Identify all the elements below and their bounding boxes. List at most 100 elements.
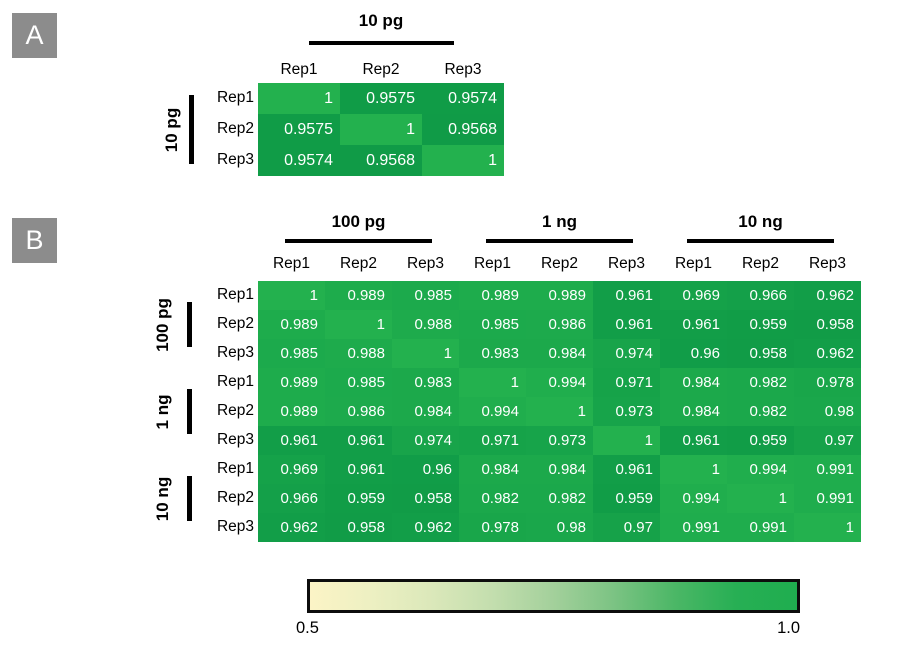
col-group-underline <box>285 239 432 243</box>
heatmap-cell: 0.983 <box>459 339 526 368</box>
panel-b-badge: B <box>12 218 57 263</box>
heatmap-cell: 0.966 <box>727 281 794 310</box>
heatmap-cell: 0.958 <box>727 339 794 368</box>
heatmap-cell: 0.991 <box>794 484 861 513</box>
heatmap-cell: 0.973 <box>526 426 593 455</box>
col-header: Rep1 <box>674 255 713 272</box>
row-header: Rep3 <box>216 431 254 448</box>
heatmap-cell: 0.959 <box>727 426 794 455</box>
col-header: Rep1 <box>473 255 512 272</box>
heatmap-cell: 0.974 <box>392 426 459 455</box>
heatmap-cell: 0.994 <box>660 484 727 513</box>
heatmap-cell: 0.9574 <box>422 83 504 114</box>
heatmap-cell: 0.985 <box>459 310 526 339</box>
col-group-label: 1 ng <box>542 212 577 231</box>
heatmap-cell: 0.958 <box>794 310 861 339</box>
colorbar-max-label: 1.0 <box>777 619 800 637</box>
heatmap-cell: 1 <box>258 83 340 114</box>
heatmap-cell: 0.991 <box>727 513 794 542</box>
colorbar-min-label: 0.5 <box>296 619 319 637</box>
row-header: Rep2 <box>216 315 254 332</box>
col-header: Rep3 <box>808 255 847 272</box>
row-group-label: 10 ng <box>153 476 172 521</box>
heatmap-cell: 0.984 <box>660 368 727 397</box>
heatmap-cell: 0.991 <box>794 455 861 484</box>
heatmap-cell: 0.982 <box>727 368 794 397</box>
heatmap-cell: 1 <box>794 513 861 542</box>
heatmap-cell: 0.988 <box>392 310 459 339</box>
heatmap-cell: 0.991 <box>660 513 727 542</box>
heatmap-cell: 0.989 <box>258 310 325 339</box>
heatmap-cell: 0.961 <box>660 310 727 339</box>
row-header: Rep2 <box>216 402 254 419</box>
row-header: Rep1 <box>216 286 254 303</box>
heatmap-cell: 0.9568 <box>422 114 504 145</box>
heatmap-cell: 0.958 <box>325 513 392 542</box>
heatmap-cell: 0.973 <box>593 397 660 426</box>
heatmap-cell: 0.983 <box>392 368 459 397</box>
col-header: Rep2 <box>741 255 780 272</box>
heatmap-cell: 0.969 <box>660 281 727 310</box>
heatmap-cell: 0.97 <box>794 426 861 455</box>
heatmap-cell: 0.984 <box>526 455 593 484</box>
heatmap-cell: 0.962 <box>794 339 861 368</box>
heatmap-cell: 0.96 <box>392 455 459 484</box>
col-group-underline <box>486 239 633 243</box>
row-group-label: 1 ng <box>153 394 172 429</box>
heatmap-cell: 0.989 <box>325 281 392 310</box>
col-header: Rep2 <box>339 255 378 272</box>
heatmap-cell: 1 <box>660 455 727 484</box>
heatmap-cell: 1 <box>422 145 504 176</box>
col-group-label: 100 pg <box>331 212 386 231</box>
heatmap-cell: 0.961 <box>593 310 660 339</box>
heatmap-cell: 0.961 <box>325 426 392 455</box>
heatmap-cell: 0.971 <box>459 426 526 455</box>
row-header: Rep3 <box>216 344 254 361</box>
heatmap-cell: 0.9575 <box>340 83 422 114</box>
heatmap-cell: 0.984 <box>392 397 459 426</box>
heatmap-cell: 0.97 <box>593 513 660 542</box>
heatmap-cell: 1 <box>325 310 392 339</box>
heatmap-cell: 0.978 <box>459 513 526 542</box>
heatmap-cell: 0.985 <box>258 339 325 368</box>
heatmap-cell: 0.978 <box>794 368 861 397</box>
heatmap-cell: 0.9574 <box>258 145 340 176</box>
row-header: Rep2 <box>216 120 254 137</box>
heatmap-cell: 0.959 <box>325 484 392 513</box>
row-header: Rep1 <box>216 460 254 477</box>
heatmap-cell: 0.982 <box>459 484 526 513</box>
col-group-underline <box>308 41 454 45</box>
heatmap-cell: 1 <box>727 484 794 513</box>
colorbar-gradient <box>307 579 800 613</box>
heatmap-cell: 0.985 <box>392 281 459 310</box>
heatmap-cell: 0.961 <box>593 281 660 310</box>
heatmap-cell: 0.994 <box>727 455 794 484</box>
heatmap-cell: 1 <box>459 368 526 397</box>
heatmap-cell: 0.961 <box>593 455 660 484</box>
row-header: Rep3 <box>216 151 254 168</box>
heatmap-cell: 0.984 <box>660 397 727 426</box>
heatmap-cell: 1 <box>392 339 459 368</box>
row-group-bar <box>187 302 192 347</box>
row-group-bar <box>187 389 192 434</box>
heatmap-cell: 0.989 <box>258 397 325 426</box>
heatmap-cell: 0.986 <box>526 310 593 339</box>
col-header: Rep1 <box>272 255 311 272</box>
heatmap-cell: 0.982 <box>526 484 593 513</box>
col-group-label: 10 pg <box>358 11 404 30</box>
col-header: Rep2 <box>540 255 579 272</box>
row-header: Rep2 <box>216 489 254 506</box>
heatmap-cell: 1 <box>258 281 325 310</box>
heatmap-cell: 0.994 <box>459 397 526 426</box>
col-header: Rep1 <box>280 61 318 78</box>
heatmap-cell: 0.971 <box>593 368 660 397</box>
heatmap-cell: 0.9575 <box>258 114 340 145</box>
row-group-bar <box>189 95 194 164</box>
col-group-label: 10 ng <box>738 212 783 231</box>
heatmap-cell: 0.9568 <box>340 145 422 176</box>
col-header: Rep3 <box>406 255 445 272</box>
panel-a-badge: A <box>12 13 57 58</box>
heatmap-cell: 0.982 <box>727 397 794 426</box>
heatmap-cell: 0.961 <box>325 455 392 484</box>
